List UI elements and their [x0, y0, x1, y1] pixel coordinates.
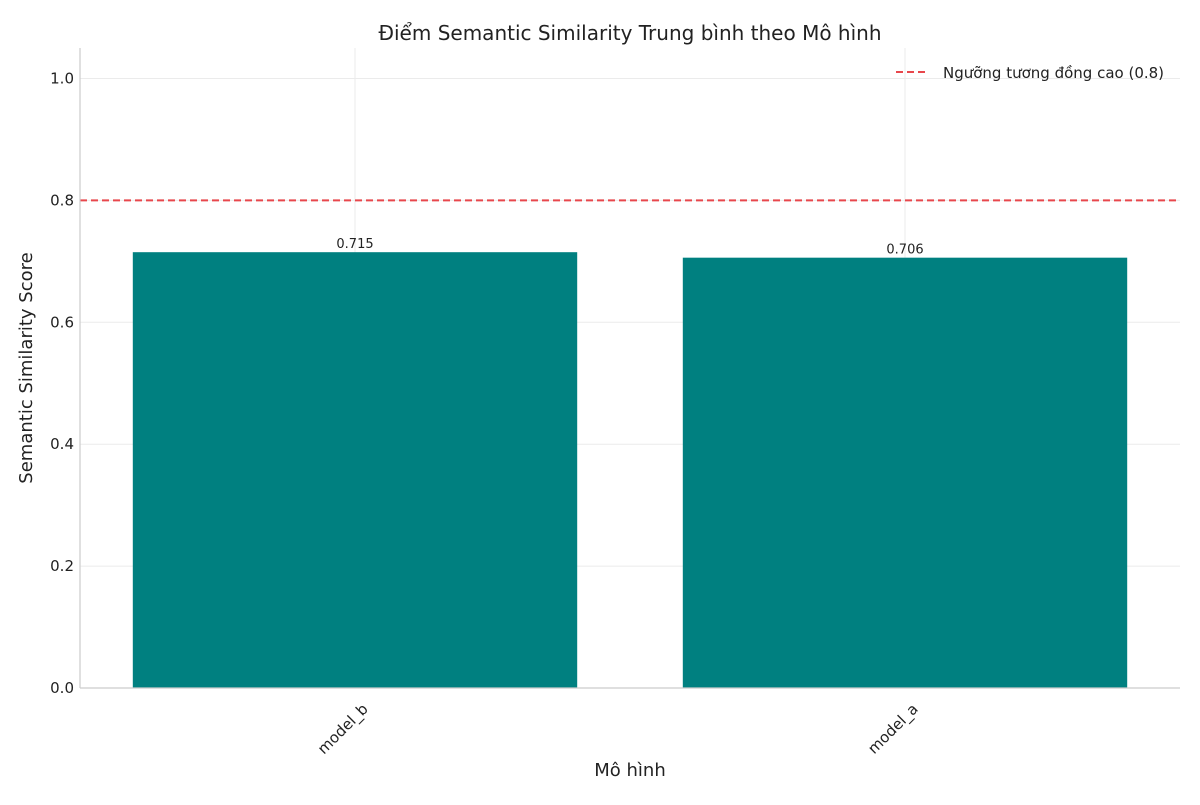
bar-model_a: [682, 257, 1128, 688]
y-tick-label: 0.8: [50, 191, 74, 209]
y-tick-label: 0.0: [50, 679, 74, 697]
data-labels: 0.715 0.706: [336, 237, 923, 257]
data-label-model_b: 0.715: [336, 237, 373, 252]
y-tick-label: 0.4: [50, 435, 74, 453]
legend: Ngưỡng tương đồng cao (0.8): [896, 64, 1164, 82]
y-axis-label: Semantic Similarity Score: [16, 252, 37, 483]
axes: [79, 48, 1180, 689]
x-tick-label-model_b: model_b: [314, 700, 373, 759]
legend-threshold-label: Ngưỡng tương đồng cao (0.8): [943, 64, 1164, 82]
x-axis-label: Mô hình: [594, 760, 666, 781]
y-tick-label: 0.2: [50, 557, 74, 575]
y-tick-label: 1.0: [50, 69, 74, 87]
x-tick-label-model_a: model_a: [864, 700, 922, 758]
bars: [132, 252, 1128, 688]
data-label-model_a: 0.706: [886, 243, 923, 258]
chart-title: Điểm Semantic Similarity Trung bình theo…: [379, 21, 882, 45]
bar-model_b: [132, 252, 578, 688]
y-tick-label: 0.6: [50, 313, 74, 331]
